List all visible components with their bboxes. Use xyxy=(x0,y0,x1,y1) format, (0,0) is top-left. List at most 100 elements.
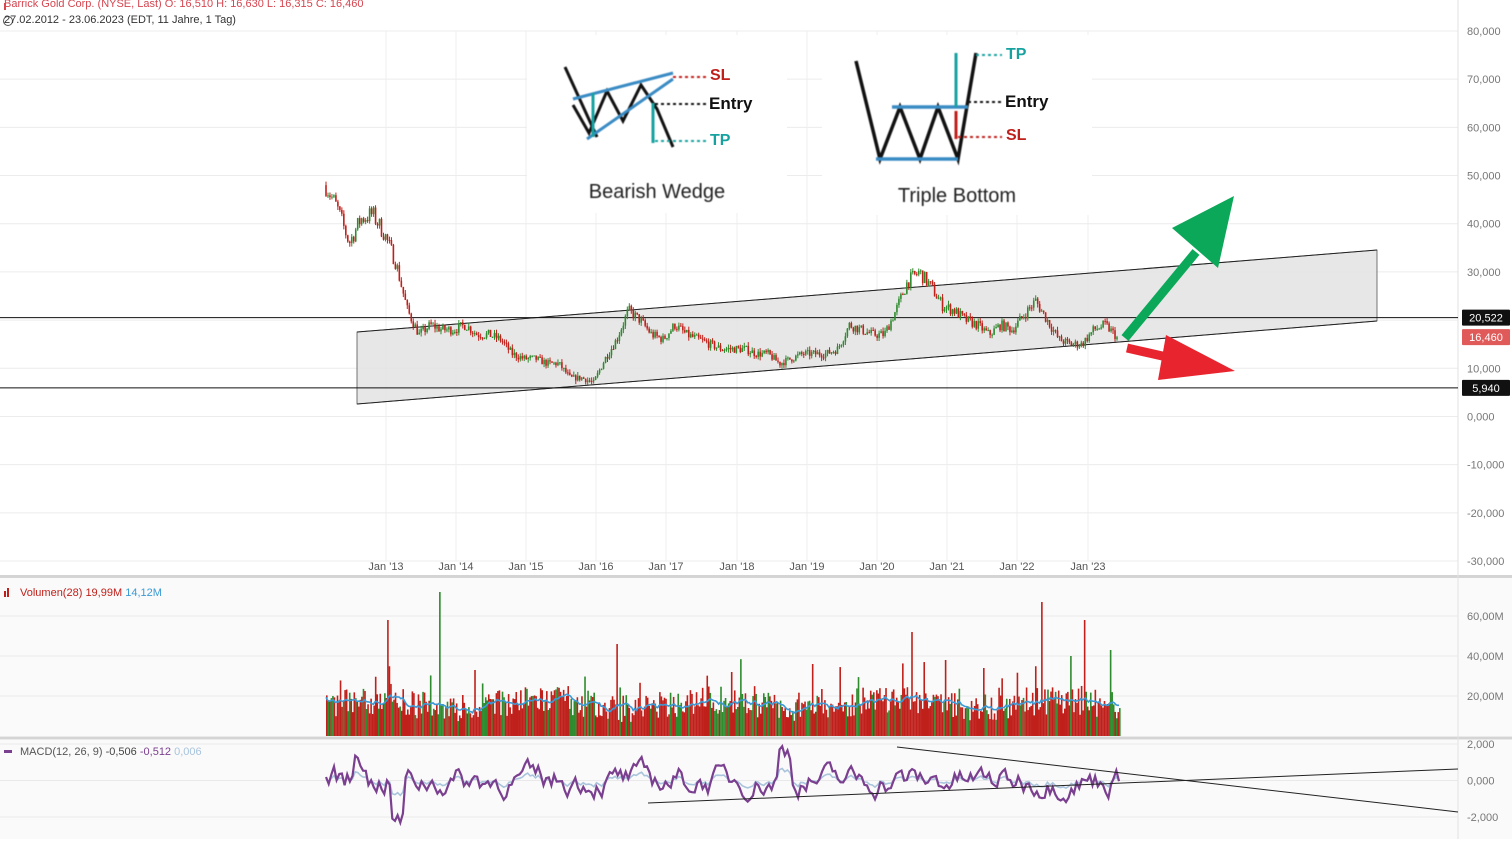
arrow-up xyxy=(1121,196,1234,341)
volume-bar xyxy=(512,698,515,736)
volume-bar xyxy=(611,696,614,736)
volume-bar xyxy=(737,706,739,736)
volume-bar xyxy=(506,715,508,736)
volume-bar xyxy=(920,699,922,736)
price-candle xyxy=(481,337,484,339)
price-candle xyxy=(854,325,857,332)
volume-bar xyxy=(468,707,470,736)
volume-bar xyxy=(810,710,812,736)
price-candle xyxy=(1054,330,1057,332)
volume-bar xyxy=(856,688,858,736)
channel-lower-line xyxy=(356,320,1378,405)
volume-bar xyxy=(1030,705,1032,736)
volume-bar xyxy=(584,676,586,736)
volume-bar xyxy=(720,686,722,736)
price-candle xyxy=(610,349,613,356)
volume-bar xyxy=(941,712,944,736)
volume-bar xyxy=(886,712,889,736)
volume-bar xyxy=(336,695,339,736)
volume-bar xyxy=(631,713,634,736)
price-candle xyxy=(699,337,702,339)
price-candle xyxy=(785,357,787,366)
volume-bar xyxy=(1039,707,1042,736)
price-candle xyxy=(822,357,825,359)
volume-bar xyxy=(359,699,362,736)
volume-bar xyxy=(928,708,930,736)
volume-bar xyxy=(874,709,877,736)
price-candle xyxy=(646,325,648,329)
price-candle xyxy=(842,341,845,345)
volume-bar xyxy=(374,676,377,736)
volume-bar xyxy=(594,715,597,736)
volume-bar xyxy=(894,705,896,736)
volume-bar xyxy=(373,705,375,736)
volume-bar xyxy=(889,701,892,736)
volume-bar xyxy=(460,718,463,736)
price-candle xyxy=(832,351,835,353)
price-candle xyxy=(676,328,678,330)
macd-signal-line xyxy=(325,767,1120,797)
volume-bar xyxy=(677,693,680,736)
volume-bar xyxy=(339,680,342,736)
volume-bar xyxy=(656,711,658,736)
price-candle xyxy=(745,345,748,347)
price-candle xyxy=(1021,316,1023,318)
volume-bar xyxy=(944,660,947,736)
volume-bar xyxy=(509,707,511,736)
price-candle xyxy=(913,271,916,274)
price-candle xyxy=(634,312,637,319)
vol-tick-1: 40,00M xyxy=(1467,651,1504,663)
volume-bar xyxy=(1018,696,1020,736)
volume-bar xyxy=(937,696,939,736)
price-candle xyxy=(800,352,803,354)
volume-bar xyxy=(960,707,962,736)
volume-bar xyxy=(620,721,623,736)
price-candle xyxy=(1082,342,1085,346)
volume-bar xyxy=(822,713,825,736)
price-candle xyxy=(1078,346,1081,348)
volume-bar xyxy=(445,706,447,736)
volume-bar xyxy=(973,705,976,736)
volume-bar xyxy=(963,718,965,736)
volume-bar xyxy=(413,693,415,736)
volume-bar xyxy=(1094,689,1097,736)
price-candle xyxy=(582,377,585,379)
price-candle xyxy=(908,282,910,288)
volume-bar xyxy=(1012,701,1014,736)
volume-bar xyxy=(446,701,449,736)
arrow-up-shaft xyxy=(1121,249,1200,341)
price-candle xyxy=(951,309,954,315)
price-candle xyxy=(329,195,331,197)
price-candle xyxy=(448,327,450,330)
price-candle xyxy=(1112,328,1114,331)
volume-bar xyxy=(814,711,817,736)
volume-bar xyxy=(627,704,629,736)
price-candle xyxy=(580,377,583,380)
price-candle xyxy=(551,361,553,363)
volume-bar xyxy=(338,701,340,736)
price-candle xyxy=(549,360,551,362)
price-candle xyxy=(424,326,426,333)
price-candle xyxy=(446,329,448,331)
volume-bar xyxy=(410,705,412,736)
price-candle xyxy=(404,293,407,300)
price-candle xyxy=(414,324,417,328)
volume-bar xyxy=(1071,689,1074,736)
volume-bar xyxy=(591,696,594,736)
price-candle xyxy=(896,304,898,313)
volume-bar xyxy=(1074,699,1077,736)
price-candle xyxy=(337,201,339,207)
price-candle xyxy=(1062,341,1065,344)
price-candle xyxy=(360,218,363,225)
price-candle xyxy=(983,328,985,331)
volume-bar xyxy=(419,700,421,736)
volume-bar xyxy=(871,694,874,736)
volume-bar xyxy=(536,707,539,736)
volume-bar xyxy=(1005,698,1008,736)
volume-bar xyxy=(801,702,803,736)
volume-bar xyxy=(1013,695,1016,736)
macd-panel-bg xyxy=(0,740,1512,839)
volume-bar xyxy=(391,701,394,736)
